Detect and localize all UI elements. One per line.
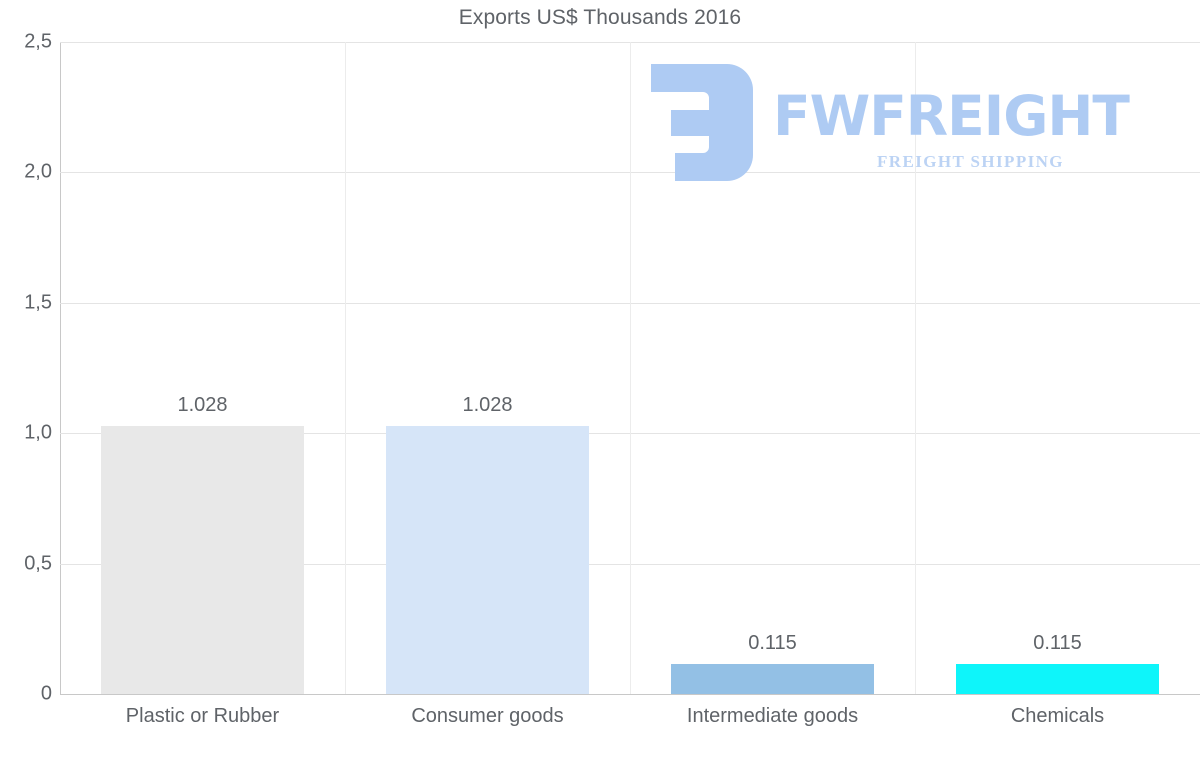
chart-title: Exports US$ Thousands 2016 <box>458 6 742 29</box>
bar[interactable] <box>100 425 305 694</box>
x-category-label: Intermediate goods <box>686 705 859 727</box>
bar-value-label: 0.115 <box>1033 632 1082 654</box>
gridline-x <box>345 42 346 694</box>
x-category-label: Plastic or Rubber <box>125 705 280 727</box>
y-tick-label: 1,0 <box>24 421 52 444</box>
gridline-x <box>630 42 631 694</box>
y-tick-label: 2,0 <box>24 160 52 183</box>
x-category-label: Consumer goods <box>411 705 564 727</box>
bar[interactable] <box>385 425 590 694</box>
x-category-label: Chemicals <box>1010 705 1105 727</box>
y-tick-label: 0,5 <box>24 552 52 575</box>
gridline-x <box>915 42 916 694</box>
y-tick-label: 0 <box>40 682 52 705</box>
bar[interactable] <box>670 664 875 694</box>
y-axis-tick-labels: 0 0,5 1,0 1,5 2,0 2,5 <box>0 31 52 705</box>
bar-value-label: 1.028 <box>177 393 228 416</box>
plot-area <box>60 42 1200 695</box>
bar-value-label: 0.115 <box>748 632 797 654</box>
bar[interactable] <box>955 664 1160 694</box>
y-tick-label: 1,5 <box>24 291 52 314</box>
y-tick-label: 2,5 <box>24 30 52 53</box>
bar-value-label: 1.028 <box>462 393 513 416</box>
y-axis-line <box>60 42 61 695</box>
gridline-y <box>60 694 1200 695</box>
